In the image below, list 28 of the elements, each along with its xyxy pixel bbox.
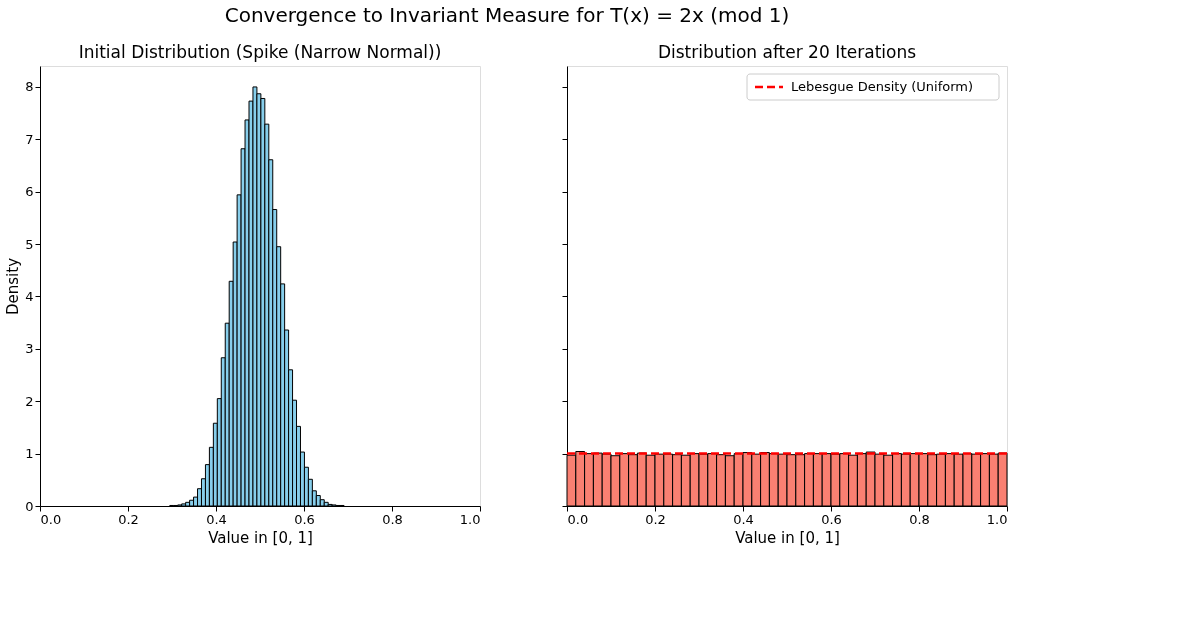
y-tick-label: 4	[25, 288, 34, 304]
y-tick-label: 5	[25, 236, 34, 252]
x-tick-label: 0.4	[206, 511, 227, 527]
x-tick-label: 0.8	[909, 511, 930, 527]
y-tick-label: 8	[25, 79, 34, 95]
x-tick-label: 0.4	[733, 511, 754, 527]
y-tick-label: 6	[25, 184, 34, 200]
x-tick-label: 0.6	[821, 511, 842, 527]
x-tick-label: 0.6	[294, 511, 315, 527]
legend-label: Lebesgue Density (Uniform)	[791, 79, 974, 94]
chart-title: Initial Distribution (Spike (Narrow Normal))	[78, 42, 442, 62]
y-tick-label: 1	[25, 446, 34, 462]
x-tick-label: 0.8	[382, 511, 403, 527]
y-axis-title: Density	[4, 257, 23, 316]
x-tick-label: 0.2	[118, 511, 139, 527]
x-tick-label: 1.0	[986, 511, 1008, 527]
x-tick-label: 0.2	[645, 511, 666, 527]
x-axis-title: Value in [0, 1]	[208, 528, 313, 547]
chart-title: Distribution after 20 Iterations	[657, 42, 917, 62]
x-tick-label: 1.0	[459, 511, 481, 527]
y-tick-label: 7	[25, 131, 34, 147]
x-tick-label: 0.0	[40, 511, 62, 527]
text: Convergence to Invariant Measure for T(x) = 2x (mod 1)	[224, 2, 790, 27]
x-tick-label: 0.0	[567, 511, 589, 527]
x-axis-title: Value in [0, 1]	[735, 528, 840, 547]
y-tick-label: 0	[25, 498, 34, 514]
y-tick-label: 2	[25, 393, 34, 409]
y-tick-label: 3	[25, 341, 34, 357]
